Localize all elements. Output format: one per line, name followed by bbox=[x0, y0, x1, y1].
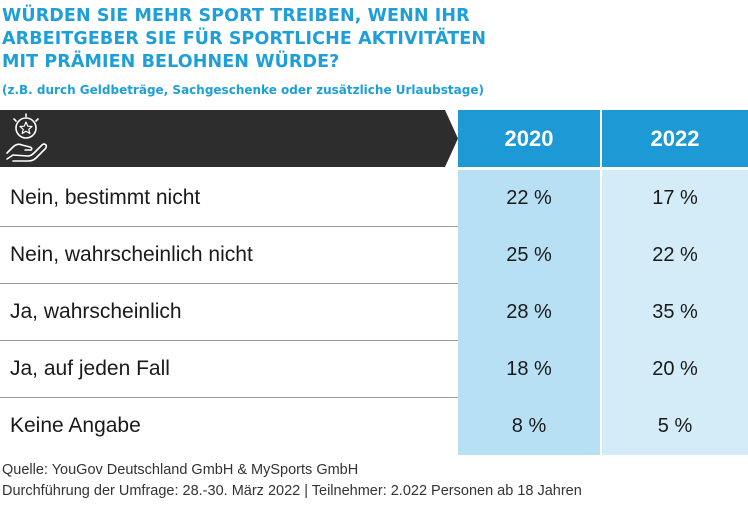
row-divider bbox=[0, 397, 458, 398]
column-header-2020: 2020 bbox=[458, 110, 600, 167]
cell-2020: 28 % bbox=[458, 284, 600, 341]
source-line-2: Durchführung der Umfrage: 28.-30. März 2… bbox=[2, 483, 582, 499]
cell-2022: 35 % bbox=[602, 284, 748, 341]
title-line-1: WÜRDEN SIE MEHR SPORT TREIBEN, WENN IHR bbox=[2, 6, 470, 26]
cell-2020: 18 % bbox=[458, 341, 600, 398]
survey-title: WÜRDEN SIE MEHR SPORT TREIBEN, WENN IHR … bbox=[2, 5, 742, 74]
source-line-1: Quelle: YouGov Deutschland GmbH & MySpor… bbox=[2, 462, 359, 478]
table-row: Keine Angabe 8 % 5 % bbox=[0, 398, 748, 455]
cell-2020: 22 % bbox=[458, 170, 600, 227]
row-label: Nein, bestimmt nicht bbox=[10, 186, 201, 209]
row-divider bbox=[0, 283, 458, 284]
table-row: Nein, wahrscheinlich nicht 25 % 22 % bbox=[0, 227, 748, 284]
cell-2020: 25 % bbox=[458, 227, 600, 284]
row-label: Keine Angabe bbox=[10, 414, 141, 437]
table-row: Ja, auf jeden Fall 18 % 20 % bbox=[0, 341, 748, 398]
cell-2020: 8 % bbox=[458, 398, 600, 455]
table-row: Ja, wahrscheinlich 28 % 35 % bbox=[0, 284, 748, 341]
row-label: Ja, auf jeden Fall bbox=[10, 357, 170, 380]
row-divider bbox=[0, 226, 458, 227]
cell-2022: 22 % bbox=[602, 227, 748, 284]
cell-2022: 5 % bbox=[602, 398, 748, 455]
cell-2022: 17 % bbox=[602, 170, 748, 227]
hand-star-award-icon bbox=[6, 113, 48, 162]
table-header-bar bbox=[0, 110, 458, 167]
row-label: Ja, wahrscheinlich bbox=[10, 300, 182, 323]
title-line-2: ARBEITGEBER SIE FÜR SPORTLICHE AKTIVITÄT… bbox=[2, 29, 487, 49]
table-row: Nein, bestimmt nicht 22 % 17 % bbox=[0, 170, 748, 227]
title-line-3: MIT PRÄMIEN BELOHNEN WÜRDE? bbox=[2, 52, 340, 72]
survey-subtitle: (z.B. durch Geldbeträge, Sachgeschenke o… bbox=[2, 83, 484, 97]
cell-2022: 20 % bbox=[602, 341, 748, 398]
row-divider bbox=[0, 340, 458, 341]
column-header-2022: 2022 bbox=[602, 110, 748, 167]
source-note: Quelle: YouGov Deutschland GmbH & MySpor… bbox=[2, 460, 582, 502]
row-label: Nein, wahrscheinlich nicht bbox=[10, 243, 253, 266]
